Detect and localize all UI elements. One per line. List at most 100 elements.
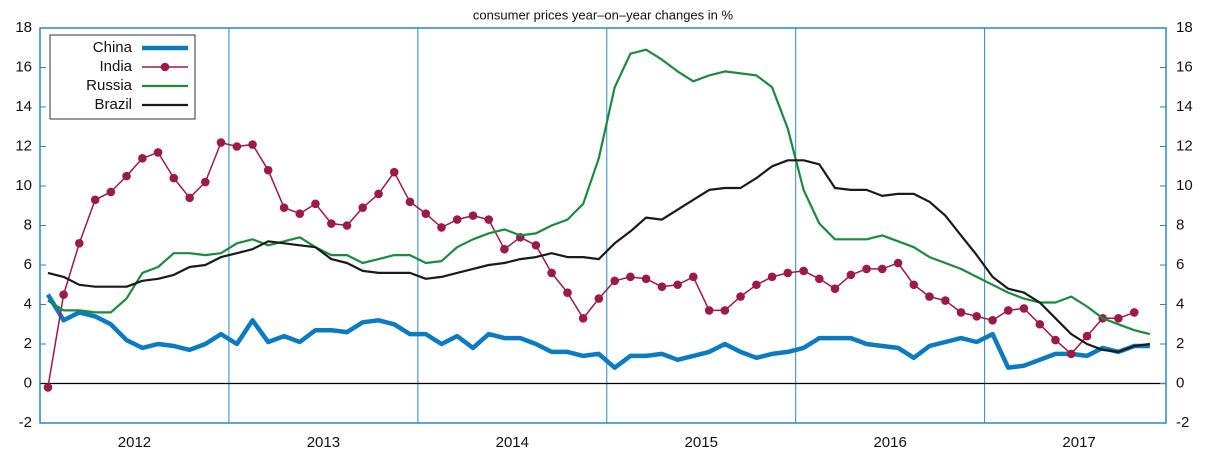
y-tick-label: 2: [24, 335, 32, 352]
legend-label: Russia: [86, 77, 133, 94]
data-point: [1082, 331, 1092, 341]
data-point: [862, 264, 871, 274]
data-point: [673, 280, 682, 290]
legend-label: Brazil: [94, 96, 132, 113]
legend-label: India: [99, 58, 132, 75]
legend-label: China: [93, 39, 133, 56]
data-point: [972, 312, 981, 321]
data-point: [783, 268, 793, 278]
y-tick-label: 8: [24, 216, 32, 233]
data-point: [405, 197, 415, 207]
y2-tick-label: -2: [1176, 414, 1189, 431]
y-tick-label: 10: [15, 177, 32, 194]
y2-tick-label: 8: [1176, 216, 1184, 233]
y2-tick-label: 18: [1176, 19, 1193, 36]
y-tick-label: 14: [15, 98, 32, 115]
data-point: [43, 383, 53, 392]
data-point: [909, 280, 919, 290]
data-point: [327, 219, 336, 228]
data-point: [720, 306, 730, 315]
data-point: [956, 308, 966, 317]
data-point: [1003, 306, 1013, 315]
x-tick-label: 2013: [307, 434, 340, 451]
y2-tick-label: 12: [1176, 137, 1193, 154]
data-point: [547, 268, 556, 278]
data-point: [279, 203, 289, 213]
y-tick-label: 0: [24, 374, 32, 391]
y-tick-label: 18: [15, 19, 32, 36]
y2-tick-label: 0: [1176, 374, 1184, 391]
data-point: [169, 173, 179, 183]
y-tick-label: -2: [19, 414, 32, 431]
data-point: [185, 193, 194, 203]
data-point: [594, 294, 604, 303]
y2-tick-label: 4: [1176, 295, 1184, 312]
data-point: [736, 292, 745, 301]
y2-tick-label: 16: [1176, 58, 1193, 75]
data-point: [59, 290, 68, 299]
x-tick-label: 2014: [496, 434, 529, 451]
data-point: [799, 266, 808, 276]
data-point: [500, 244, 509, 254]
data-point: [138, 154, 147, 163]
data-point: [484, 215, 493, 224]
data-point: [248, 140, 257, 149]
y-tick-label: 6: [24, 256, 32, 273]
data-point: [689, 272, 698, 282]
x-tick-label: 2017: [1062, 434, 1095, 451]
data-point: [74, 238, 84, 248]
data-point: [263, 165, 273, 175]
data-point: [830, 284, 840, 294]
data-point: [563, 288, 572, 297]
data-point: [201, 177, 210, 187]
data-point: [232, 142, 242, 151]
data-point: [641, 274, 651, 284]
data-point: [389, 167, 399, 177]
data-point: [1129, 308, 1139, 317]
data-point: [657, 282, 667, 292]
y2-tick-label: 2: [1176, 335, 1184, 352]
data-point: [704, 306, 714, 315]
series-line: [47, 159, 1151, 353]
y-tick-label: 16: [15, 58, 32, 75]
data-point: [846, 270, 856, 280]
data-point: [893, 258, 903, 268]
y-tick-label: 4: [24, 295, 32, 312]
data-point: [877, 264, 887, 274]
series-line: [45, 293, 1150, 370]
data-point: [988, 316, 997, 325]
x-tick-label: 2012: [118, 434, 151, 451]
data-point: [925, 292, 934, 301]
series-line: [47, 141, 1135, 388]
x-tick-label: 2016: [873, 434, 906, 451]
data-point: [122, 171, 131, 181]
data-point: [374, 189, 383, 199]
data-point: [531, 240, 541, 250]
data-point: [1114, 314, 1123, 323]
data-point: [1019, 304, 1029, 313]
data-point: [90, 195, 100, 205]
legend-marker: [160, 62, 170, 72]
data-point: [153, 148, 163, 157]
y2-tick-label: 6: [1176, 256, 1184, 273]
data-point: [452, 215, 462, 224]
data-point: [1035, 319, 1045, 329]
data-point: [106, 187, 116, 197]
data-point: [1051, 335, 1060, 345]
data-point: [767, 272, 777, 282]
data-point: [578, 314, 588, 323]
plot-frame: [39, 27, 1167, 424]
data-point: [1066, 349, 1076, 359]
data-point: [752, 280, 761, 290]
y-tick-label: 12: [15, 137, 32, 154]
data-point: [421, 209, 431, 218]
data-point: [295, 209, 305, 218]
data-point: [311, 199, 320, 209]
y2-tick-label: 14: [1176, 98, 1193, 115]
chart-subtitle: consumer prices year–on–year changes in …: [473, 7, 734, 22]
data-point: [468, 211, 478, 220]
data-point: [610, 276, 620, 286]
y2-tick-label: 10: [1176, 177, 1193, 194]
series-line: [47, 48, 1151, 336]
